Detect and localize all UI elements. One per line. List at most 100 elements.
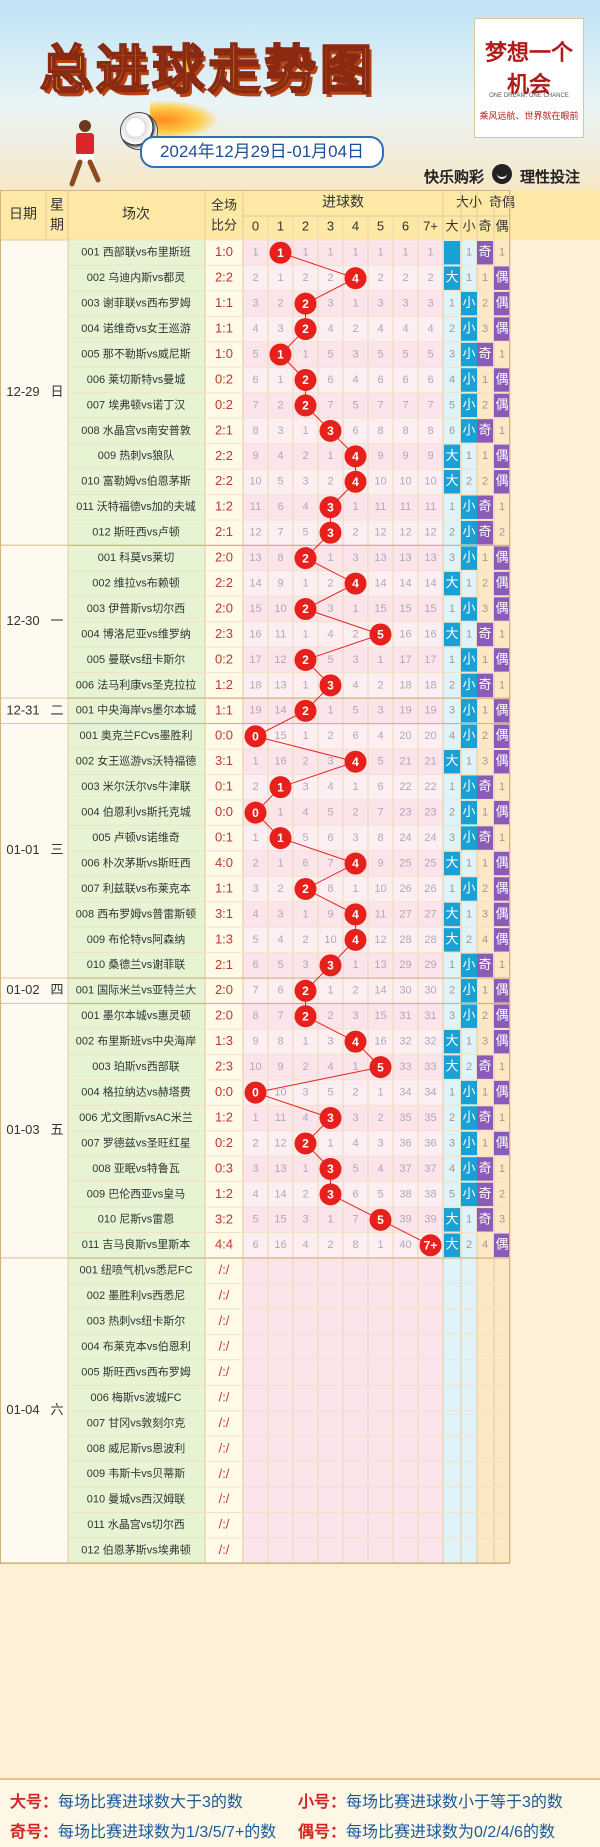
score-cell: 3:2 (215, 1211, 233, 1226)
omit-value: 1 (277, 857, 283, 869)
row-bg-match (68, 316, 205, 342)
big-small-hit (461, 826, 477, 850)
match-name: 011 水晶宫vs切尔西 (87, 1517, 185, 1531)
weekday-cell: 六 (50, 1402, 63, 1417)
logo-main-text: 梦想一个 机会 (484, 40, 573, 98)
omit-value: 8 (277, 552, 283, 564)
odd-even-omit: 4 (482, 934, 488, 946)
omit-value: 5 (402, 348, 408, 360)
big-small-hit (461, 368, 477, 392)
header-match: 场次 (122, 206, 150, 222)
row-bg-bigsmall (443, 1258, 477, 1284)
odd-even-label: 偶 (495, 753, 508, 768)
omit-value: 4 (252, 323, 258, 335)
omit-value: 19 (399, 705, 411, 717)
odd-even-omit: 1 (482, 985, 488, 997)
date-group (0, 723, 69, 979)
omit-value: 6 (252, 1239, 258, 1251)
score-cell: 2:3 (215, 1059, 233, 1074)
odd-even-hit (494, 1004, 510, 1028)
row-bg-match (68, 1385, 205, 1411)
odd-even-hit (494, 597, 510, 621)
omit-value: 1 (402, 247, 408, 259)
big-small-hit (444, 851, 460, 876)
header-goals: 进球数 (322, 194, 364, 210)
big-small-omit: 1 (466, 577, 472, 589)
row-bg-match (68, 647, 205, 673)
row-bg-match (68, 1410, 205, 1437)
score-cell: 0:2 (215, 371, 233, 386)
row-bg-match (68, 1308, 205, 1335)
goal-ball-label: 3 (327, 1111, 334, 1125)
goal-ball-label: 0 (252, 806, 259, 820)
date-group (0, 1003, 69, 1259)
big-small-label: 小 (462, 422, 475, 437)
omit-value: 3 (352, 1112, 358, 1124)
omit-value: 9 (277, 1061, 283, 1073)
row-bg-score (205, 901, 243, 928)
omit-value: 36 (424, 1137, 436, 1149)
goal-ball (319, 1183, 342, 1206)
big-small-hit (444, 241, 460, 265)
omit-value: 16 (374, 1036, 386, 1048)
row-bg-score (205, 1512, 243, 1538)
legend-big-text: 每场比赛进球数大于3的数 (58, 1794, 243, 1811)
odd-even-omit: 1 (499, 628, 505, 640)
row-bg-score (205, 1385, 243, 1411)
omit-value: 19 (424, 705, 436, 717)
odd-even-label: 奇 (478, 1109, 491, 1124)
goal-trend-table: 日期星期场次全场比分进球数0 1 2 3 4 5 6 7+大小 奇偶大小奇偶12-29 日12-3… (0, 190, 600, 1565)
big-small-hit (461, 1131, 477, 1156)
odd-even-omit: 3 (482, 908, 488, 920)
odd-even-hit (494, 979, 510, 1003)
omit-value: 6 (352, 730, 358, 742)
big-small-label: 小 (462, 346, 475, 361)
big-small-hit (461, 775, 477, 799)
omit-value: 2 (327, 730, 333, 742)
odd-even-omit: 1 (499, 1163, 505, 1175)
odd-even-label: 偶 (495, 651, 508, 666)
goal-ball-label: 4 (352, 857, 359, 871)
omit-value: 3 (277, 425, 283, 437)
omit-value: 12 (399, 527, 411, 539)
legend-odd-text: 每场比赛进球数为1/3/5/7+的数 (58, 1824, 277, 1841)
omit-value: 23 (424, 807, 436, 819)
odd-even-omit: 1 (499, 425, 505, 437)
omit-value: 8 (252, 1010, 258, 1022)
odd-even-label: 奇 (478, 1186, 491, 1201)
big-small-omit: 2 (466, 1239, 472, 1251)
row-bg-match (68, 978, 205, 1004)
omit-value: 8 (377, 425, 383, 437)
omit-value: 1 (302, 247, 308, 259)
omit-value: 1 (252, 1112, 258, 1124)
row-bg-bigsmall (443, 1283, 477, 1309)
row-bg-bigsmall (443, 1334, 477, 1360)
match-name: 006 法马利康vs圣克拉拉 (76, 677, 196, 691)
big-small-hit (461, 520, 477, 545)
omit-value: 1 (377, 654, 383, 666)
goal-ball-label: 5 (377, 1060, 384, 1074)
omit-value: 1 (377, 1239, 383, 1251)
goal-ball (419, 1234, 442, 1257)
goal-ball (344, 572, 367, 595)
logo-sub-text: ONE DREAM, ONE CHANCE (489, 93, 569, 99)
big-small-label: 小 (462, 1135, 475, 1150)
odd-even-hit (477, 1182, 493, 1207)
row-bg-match (68, 1003, 205, 1029)
odd-even-label: 奇 (478, 244, 491, 259)
omit-value: 3 (377, 298, 383, 310)
omit-value: 2 (427, 272, 433, 284)
big-small-label: 小 (462, 1109, 475, 1124)
row-bg-score (205, 570, 243, 597)
omit-value: 6 (377, 781, 383, 793)
header-big: 大 (445, 218, 458, 233)
big-small-label: 小 (462, 524, 475, 539)
omit-value: 5 (327, 654, 333, 666)
row-bg-match (68, 621, 205, 648)
omit-value: 7 (377, 399, 383, 411)
odd-even-hit (494, 266, 510, 290)
omit-value: 7 (277, 1010, 283, 1022)
odd-even-omit: 1 (499, 679, 505, 691)
date-group (0, 977, 69, 1004)
big-small-hit (461, 597, 477, 621)
